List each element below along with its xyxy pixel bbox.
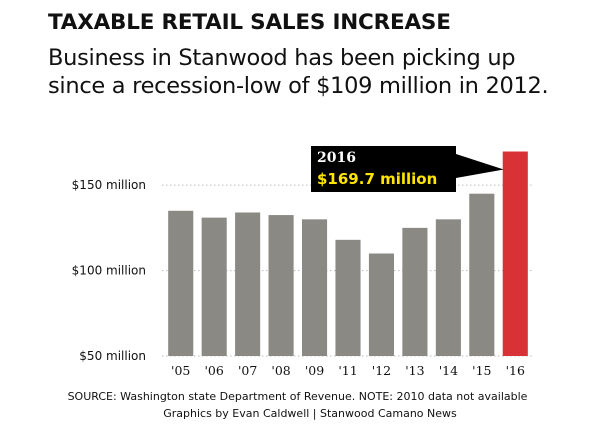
callout-box (311, 146, 504, 192)
bar (168, 210, 194, 356)
y-tick-label: $150 million (72, 178, 146, 192)
y-tick-label: $100 million (72, 264, 146, 278)
bar (268, 215, 294, 356)
x-tick-label: '13 (405, 363, 424, 378)
bar (235, 212, 261, 356)
chart-title: TAXABLE RETAIL SALES INCREASE (48, 10, 451, 35)
callout-value: $169.7 million (317, 170, 437, 188)
x-tick-label: '15 (472, 363, 491, 378)
bar (402, 227, 428, 356)
x-axis-labels: '05 '06 '07 '08 '09 '11 '12 '13 '14 '15 '16 (171, 363, 525, 378)
x-tick-label: '06 (205, 363, 224, 378)
x-tick-label: '11 (338, 363, 357, 378)
value-callout: 2016 $169.7 million (311, 146, 504, 192)
bar (335, 239, 361, 356)
x-tick-label: '08 (271, 363, 290, 378)
y-axis-labels: $50 million $100 million $150 million (72, 178, 146, 363)
bar (201, 217, 227, 356)
x-tick-label: '16 (506, 363, 525, 378)
x-tick-label: '09 (305, 363, 324, 378)
callout-year: 2016 (317, 150, 356, 166)
x-tick-label: '07 (238, 363, 257, 378)
bar (435, 219, 461, 356)
graphics-credit: Graphics by Evan Caldwell | Stanwood Cam… (163, 407, 457, 420)
x-tick-label: '05 (171, 363, 190, 378)
x-tick-label: '14 (439, 363, 458, 378)
bars (168, 151, 528, 356)
chart-subtitle: Business in Stanwood has been picking up… (48, 45, 549, 99)
bar (469, 193, 495, 356)
bar (368, 253, 394, 356)
source-note: SOURCE: Washington state Department of R… (67, 390, 528, 403)
bar (302, 219, 328, 356)
x-tick-label: '12 (372, 363, 391, 378)
bar (502, 151, 528, 356)
y-tick-label: $50 million (79, 349, 146, 363)
